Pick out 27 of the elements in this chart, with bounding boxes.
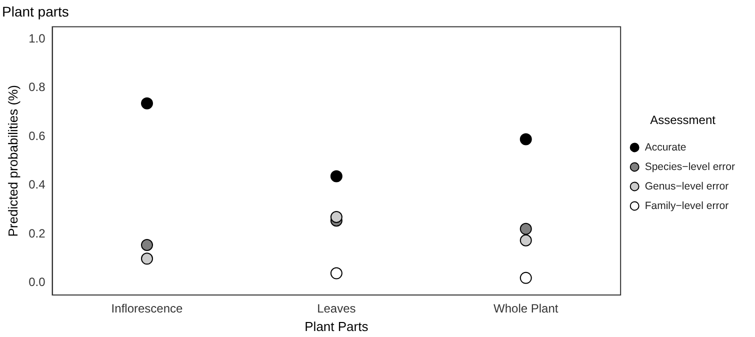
y-tick-label: 1.0 xyxy=(28,31,46,46)
point xyxy=(330,210,342,223)
point xyxy=(330,267,342,280)
legend-label: Species−level error xyxy=(644,160,736,173)
point xyxy=(141,97,153,110)
legend-label: Genus−level error xyxy=(644,180,730,192)
point xyxy=(141,239,153,252)
x-tick-label: Leaves xyxy=(317,302,356,316)
point xyxy=(520,133,532,146)
y-tick-label: 0.8 xyxy=(28,80,46,94)
point xyxy=(520,222,532,235)
point xyxy=(520,272,532,284)
point xyxy=(141,252,153,265)
legend-label: Family−level error xyxy=(644,200,730,212)
y-axis-title: Predicted probabilities (%) xyxy=(5,85,20,237)
point xyxy=(330,170,342,182)
y-tick-label: 0.2 xyxy=(28,226,46,240)
point xyxy=(520,234,532,246)
x-axis-title: Plant Parts xyxy=(304,318,369,334)
legend-title: Assessment xyxy=(650,113,716,128)
chart-title: Plant parts xyxy=(2,3,69,20)
legend-label: Accurate xyxy=(644,141,686,154)
x-tick-label: Whole Plant xyxy=(494,302,559,316)
y-tick-label: 0.6 xyxy=(28,128,46,143)
y-tick-label: 0.4 xyxy=(28,178,46,192)
x-tick-label: Inflorescence xyxy=(111,302,184,316)
y-tick-label: 0.0 xyxy=(28,275,46,290)
